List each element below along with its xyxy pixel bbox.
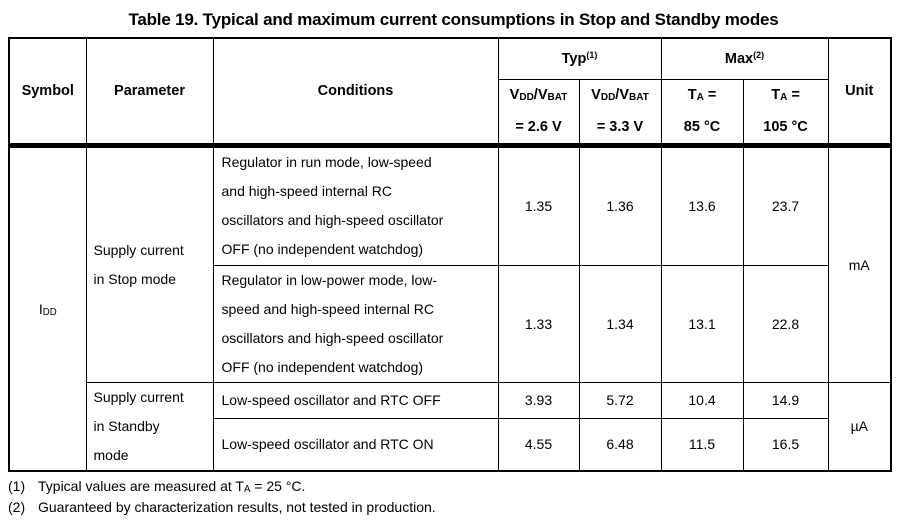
param-stop-mode: Supply current in Stop mode <box>85 142 214 383</box>
param-line: mode <box>93 446 129 463</box>
table-row: IDD Supply current in Stop mode Regulato… <box>8 142 892 471</box>
param-line: in Stop mode <box>93 270 177 287</box>
condition-standby-rtc-on: Low-speed oscillator and RTC ON <box>212 417 499 472</box>
value-cell: 3.93 <box>497 381 580 419</box>
table-title: Table 19. Typical and maximum current co… <box>128 10 779 29</box>
value-cell: 1.36 <box>578 142 662 266</box>
header-max-ta-85: TA = 85 °C <box>660 78 744 146</box>
ta-line: TA = <box>744 80 827 112</box>
footnote-number: (1) <box>8 478 26 494</box>
footnote-text: Typical values are measured at TA = 25 °… <box>38 478 306 495</box>
ta-line: TA = <box>662 80 742 112</box>
value-cell: 13.6 <box>660 142 744 266</box>
v-sub-bat: BAT <box>547 91 568 103</box>
header-parameter: Parameter <box>85 37 214 146</box>
voltage-value: = 2.6 V <box>515 118 562 135</box>
vdd-vbat-line: VDD/VBAT <box>499 80 578 112</box>
condition-line: OFF (no independent watchdog) <box>221 358 424 375</box>
t-sub-a: A <box>696 91 704 103</box>
footnotes: (1) Typical values are measured at TA = 2… <box>8 477 436 519</box>
table-row: Low-speed oscillator and RTC ON 4.55 6.4… <box>9 417 891 472</box>
typ-label: Typ <box>561 50 587 67</box>
vdd-vbat-line: VDD/VBAT <box>580 80 660 112</box>
param-line: in Standby <box>93 417 160 434</box>
header-typ: Typ(1) <box>497 37 662 80</box>
t-sub-a: A <box>780 91 788 103</box>
header-unit: Unit <box>827 37 892 146</box>
footnote-1: (1) Typical values are measured at TA = 2… <box>8 477 436 498</box>
condition-stop-low-power: Regulator in low-power mode, low- speed … <box>212 264 499 383</box>
v-symbol: V <box>509 86 520 103</box>
t-symbol: T <box>687 86 697 103</box>
header-typ-vdd-3v3: VDD/VBAT = 3.3 V <box>578 78 662 146</box>
param-line: Supply current <box>93 388 184 405</box>
header-conditions: Conditions <box>212 37 499 146</box>
condition-line: oscillators and high-speed oscillator <box>221 212 444 228</box>
t-symbol: T <box>771 86 781 103</box>
header-typ-vdd-2v6: VDD/VBAT = 2.6 V <box>497 78 580 146</box>
condition-line: oscillators and high-speed oscillator <box>221 329 444 346</box>
table-row: Regulator in low-power mode, low- speed … <box>9 264 891 383</box>
param-standby-mode: Supply current in Standby mode <box>85 381 214 471</box>
value-cell: 5.72 <box>578 381 662 419</box>
footnote-text: Guaranteed by characterization results, … <box>38 499 436 515</box>
value-cell: 13.1 <box>660 264 744 383</box>
idd-base: I <box>38 300 43 317</box>
condition-line: Regulator in low-power mode, low- <box>221 271 438 288</box>
value-cell: 14.9 <box>742 381 829 419</box>
footnote-number: (2) <box>8 499 26 515</box>
max-label: Max <box>724 50 754 67</box>
param-line: Supply current <box>93 241 184 258</box>
temperature-value: 105 °C <box>763 118 808 135</box>
equals-sign: = <box>703 86 717 103</box>
unit-ma: mA <box>827 142 892 383</box>
value-cell: 23.7 <box>742 142 829 266</box>
value-cell: 11.5 <box>660 417 744 472</box>
v-symbol-2: /V <box>533 86 548 103</box>
header-symbol: Symbol <box>8 37 87 146</box>
value-cell: 1.34 <box>578 264 662 383</box>
temperature-value: 85 °C <box>683 118 721 135</box>
condition-stop-run-mode: Regulator in run mode, low-speed and hig… <box>212 142 499 266</box>
value-cell: 16.5 <box>742 417 829 472</box>
symbol-idd: IDD <box>8 142 87 471</box>
value-cell: 4.55 <box>497 417 580 472</box>
value-cell: 6.48 <box>578 417 662 472</box>
v-sub-bat: BAT <box>629 91 649 103</box>
max-footnote-ref: (2) <box>753 49 765 60</box>
condition-line: and high-speed internal RC <box>221 183 392 199</box>
current-consumption-table: Symbol Parameter Conditions Typ(1) Max(2… <box>8 37 893 472</box>
header-max-ta-105: TA = 105 °C <box>742 78 829 146</box>
idd-sub: DD <box>42 306 57 318</box>
condition-standby-rtc-off: Low-speed oscillator and RTC OFF <box>212 381 499 419</box>
condition-line: Regulator in run mode, low-speed <box>221 154 432 170</box>
value-cell: 1.33 <box>497 264 580 383</box>
table-row: Supply current in Standby mode Low-speed… <box>9 381 892 471</box>
value-cell: 22.8 <box>742 264 829 383</box>
footnote-2: (2) Guaranteed by characterization result… <box>8 498 436 519</box>
voltage-value: = 3.3 V <box>596 118 644 135</box>
value-cell: 10.4 <box>660 381 744 419</box>
condition-line: speed and high-speed internal RC <box>221 300 434 317</box>
v-sub-dd: DD <box>519 91 534 103</box>
equals-sign: = <box>787 86 800 103</box>
header-max: Max(2) <box>660 37 829 80</box>
typ-footnote-ref: (1) <box>586 49 598 60</box>
value-cell: 1.35 <box>497 142 580 266</box>
v-sub-dd: DD <box>600 91 616 103</box>
v-symbol: V <box>591 86 601 103</box>
condition-line: OFF (no independent watchdog) <box>221 241 424 257</box>
v-symbol-2: /V <box>615 86 629 103</box>
unit-ua: µA <box>827 381 892 471</box>
